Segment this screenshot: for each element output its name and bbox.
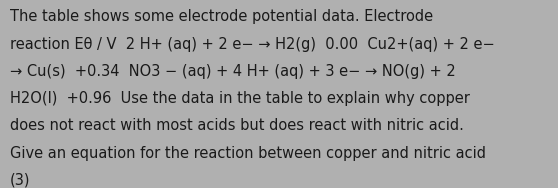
Text: does not react with most acids but does react with nitric acid.: does not react with most acids but does …	[10, 118, 464, 133]
Text: → Cu(s)  +0.34  NO3 − (aq) + 4 H+ (aq) + 3 e− → NO(g) + 2: → Cu(s) +0.34 NO3 − (aq) + 4 H+ (aq) + 3…	[10, 64, 456, 79]
Text: The table shows some electrode potential data. Electrode: The table shows some electrode potential…	[10, 9, 433, 24]
Text: reaction Eθ / V  2 H+ (aq) + 2 e− → H2(g)  0.00  Cu2+(aq) + 2 e−: reaction Eθ / V 2 H+ (aq) + 2 e− → H2(g)…	[10, 37, 495, 52]
Text: H2O(l)  +0.96  Use the data in the table to explain why copper: H2O(l) +0.96 Use the data in the table t…	[10, 91, 470, 106]
Text: (3): (3)	[10, 173, 31, 188]
Text: Give an equation for the reaction between copper and nitric acid: Give an equation for the reaction betwee…	[10, 146, 486, 161]
